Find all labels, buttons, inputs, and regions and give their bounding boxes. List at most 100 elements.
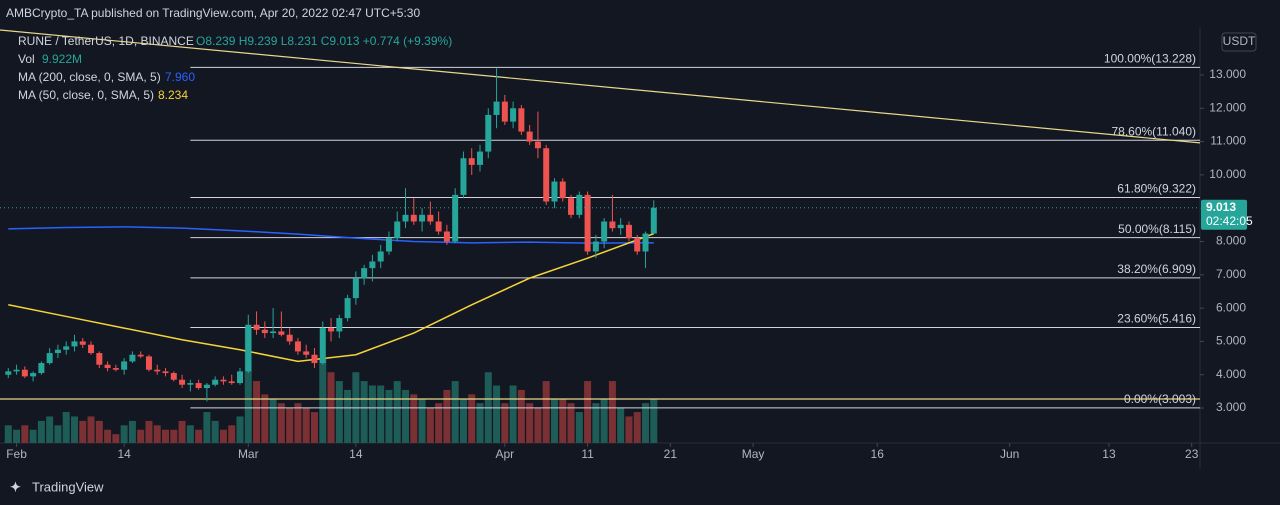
x-tick-label: 21 xyxy=(664,447,678,461)
candle-body xyxy=(245,324,252,372)
volume-bar xyxy=(526,403,534,443)
x-tick-label: 13 xyxy=(1102,447,1116,461)
vol-value: 9.922M xyxy=(42,52,82,66)
x-tick-label: Mar xyxy=(238,447,259,461)
x-tick-label: 14 xyxy=(349,447,363,461)
candle-body xyxy=(551,181,558,202)
candle-body xyxy=(294,341,301,352)
volume-bar xyxy=(584,381,592,443)
volume-bar xyxy=(344,389,352,443)
volume-bar xyxy=(153,425,161,443)
volume-bar xyxy=(650,399,658,443)
candle-body xyxy=(543,148,550,202)
volume-bar xyxy=(186,425,194,443)
volume-bar xyxy=(559,398,567,443)
candle-body xyxy=(179,379,186,385)
candle-body xyxy=(96,353,103,365)
volume-bar xyxy=(608,381,616,443)
volume-bar xyxy=(195,429,203,443)
volume-bar xyxy=(426,407,434,443)
fib-label: 61.80%(9.322) xyxy=(1117,182,1196,196)
volume-bar xyxy=(219,429,227,443)
volume-bar xyxy=(385,389,393,443)
ma-value: 7.960 xyxy=(165,70,195,84)
candle-body xyxy=(303,351,310,355)
candle-body xyxy=(402,214,409,222)
fib-label: 78.60%(11.040) xyxy=(1111,124,1196,138)
volume-bar xyxy=(4,425,12,443)
candle-body xyxy=(195,383,202,389)
currency[interactable]: USDT xyxy=(1223,34,1256,48)
fib-label: 23.60%(5.416) xyxy=(1117,312,1196,326)
volume-bar xyxy=(236,416,244,443)
y-tick-label: 13.000 xyxy=(1209,67,1246,81)
candle-body xyxy=(568,198,575,215)
candle-body xyxy=(121,361,128,370)
x-tick-label: Feb xyxy=(6,447,27,461)
price-tag xyxy=(1201,199,1247,230)
candle-body xyxy=(559,181,566,199)
candle-body xyxy=(88,344,95,354)
volume-bar xyxy=(46,416,54,443)
volume-bar xyxy=(253,381,261,443)
candle-body xyxy=(452,194,459,242)
candle-body xyxy=(212,379,219,385)
y-tick-label: 11.000 xyxy=(1210,134,1246,148)
currency-button[interactable] xyxy=(1221,32,1257,52)
volume-bar xyxy=(542,381,550,443)
candle-body xyxy=(112,368,119,370)
fib-label: 100.00%(13.228) xyxy=(1104,52,1196,66)
volume-bar xyxy=(203,412,211,443)
trendline xyxy=(0,29,1201,144)
candle-body xyxy=(344,298,351,319)
volume-bar xyxy=(633,412,641,443)
volume-bar xyxy=(286,407,294,443)
candle-body xyxy=(427,214,434,222)
volume-bar xyxy=(79,420,87,443)
brand[interactable]: TradingView xyxy=(32,479,104,494)
candle-body xyxy=(419,214,426,222)
volume-bar xyxy=(402,389,410,443)
candle-body xyxy=(485,114,492,152)
candle-body xyxy=(203,384,210,389)
candle-body xyxy=(278,331,285,335)
volume-bar xyxy=(277,403,285,443)
candle-body xyxy=(468,158,475,165)
candle-body xyxy=(361,268,368,279)
volume-bar xyxy=(112,434,120,443)
candle-body xyxy=(336,318,343,332)
fib-label: 38.20%(6.909) xyxy=(1117,262,1196,276)
volume-bar xyxy=(319,358,327,443)
candle-body xyxy=(145,356,152,370)
y-tick-label: 3.000 xyxy=(1216,400,1246,414)
volume-bar xyxy=(360,381,368,443)
candle-body xyxy=(270,331,277,334)
x-tick-label: May xyxy=(742,447,765,461)
volume-bar xyxy=(501,403,509,443)
candle-body xyxy=(477,151,483,165)
volume-bar xyxy=(70,416,78,443)
volume-bar xyxy=(335,381,343,443)
candle-body xyxy=(592,241,599,252)
candle-body xyxy=(369,261,376,269)
candle-body xyxy=(410,214,417,222)
volume-bar xyxy=(145,420,153,443)
y-tick-label: 12.000 xyxy=(1209,100,1246,114)
volume-bar xyxy=(418,398,426,443)
volume-bar xyxy=(567,403,575,443)
candle-body xyxy=(328,328,335,332)
candle-body xyxy=(609,221,616,229)
candle-body xyxy=(377,251,384,262)
y-tick-label: 4.000 xyxy=(1216,367,1246,381)
volume-bar xyxy=(575,412,583,443)
ma-legend: MA (50, close, 0, SMA, 5) xyxy=(18,88,154,102)
candle-body xyxy=(154,369,161,372)
candle-body xyxy=(187,383,194,385)
volume-bar xyxy=(21,425,29,443)
volume-bar xyxy=(393,381,401,443)
moving-average xyxy=(8,226,654,244)
volume-bar xyxy=(600,398,608,443)
y-tick-label: 8.000 xyxy=(1216,234,1246,248)
candle-body xyxy=(501,101,508,122)
